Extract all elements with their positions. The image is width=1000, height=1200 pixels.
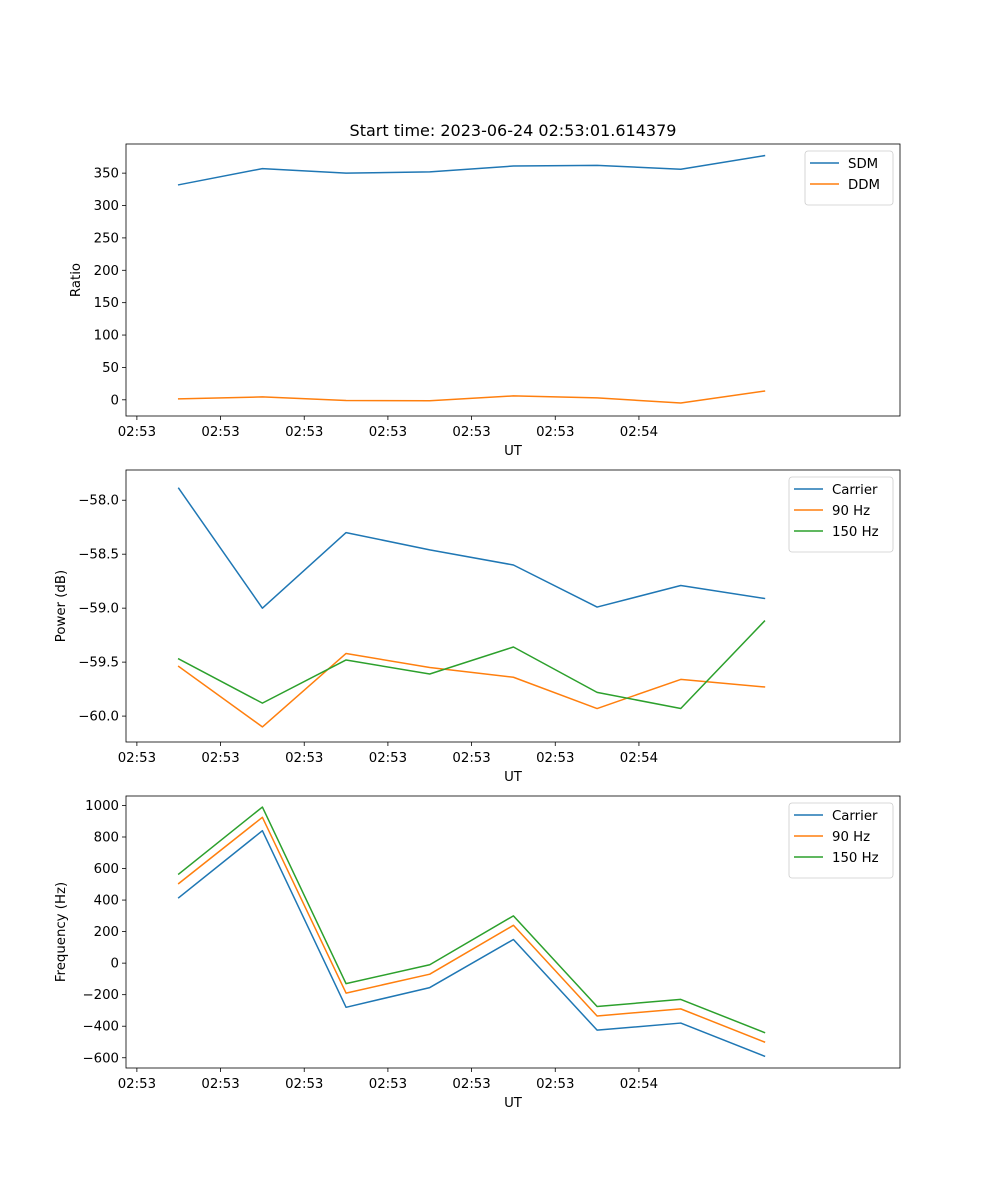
x-tick-label: 02:53 (452, 425, 490, 440)
x-axis-label: UT (504, 444, 523, 459)
y-tick-label: 250 (94, 231, 119, 246)
legend-box (788, 802, 894, 879)
y-tick-label: 50 (102, 361, 119, 376)
y-tick-label: −58.5 (78, 548, 119, 563)
x-tick-label: 02:53 (536, 425, 574, 440)
legend-box (804, 150, 894, 206)
x-tick-label: 02:53 (452, 1077, 490, 1092)
x-tick-label: 02:53 (369, 1077, 407, 1092)
x-tick-label: 02:53 (118, 1077, 156, 1092)
chart-panel-1: 02:53 02:53 02:53 02:53 02:53 02:53 02:54 0 50 10… (69, 143, 901, 459)
y-tick-label: −600 (82, 1051, 119, 1066)
y-tick-label: 0 (111, 957, 119, 972)
y-tick-label: −59.0 (78, 602, 119, 617)
y-axis-label: Frequency (Hz) (54, 882, 69, 982)
legend-label: 150 Hz (832, 525, 879, 540)
legend: SDM DDM (804, 150, 894, 206)
x-tick-label: 02:53 (369, 751, 407, 766)
x-axis-label: UT (504, 1096, 523, 1111)
series-line-2-2 (177, 652, 766, 728)
y-tick-label: 300 (94, 199, 119, 214)
legend-label: Carrier (832, 483, 878, 498)
y-tick-label: −59.5 (78, 656, 119, 671)
x-tick-label: 02:53 (369, 425, 407, 440)
panels: 02:53 02:53 02:53 02:53 02:53 02:53 02:54 0 50 10… (54, 143, 901, 1111)
x-axis-label: UT (504, 770, 523, 785)
legend-label: 90 Hz (832, 830, 870, 845)
x-tick-label: 02:53 (118, 425, 156, 440)
y-axis-label: Ratio (69, 263, 84, 297)
y-tick-label: 200 (94, 925, 119, 940)
figure-title: Start time: 2023-06-24 02:53:01.614379 (350, 121, 677, 140)
series-line-1-2 (177, 390, 766, 404)
y-tick-label: 150 (94, 296, 119, 311)
x-tick-label: 02:53 (285, 751, 323, 766)
chart-panel-3: 02:53 02:53 02:53 02:53 02:53 02:53 02:54 −600 −… (54, 795, 901, 1111)
y-tick-label: −58.0 (78, 494, 119, 509)
chart-panel-2: 02:53 02:53 02:53 02:53 02:53 02:53 02:54 −60.0… (54, 469, 901, 785)
series-line-3-1 (177, 829, 766, 1058)
y-tick-label: −400 (82, 1020, 119, 1035)
x-tick-label: 02:53 (285, 1077, 323, 1092)
y-axis-label: Power (dB) (54, 570, 69, 642)
x-tick-label: 02:53 (201, 1077, 239, 1092)
y-tick-label: 0 (111, 393, 119, 408)
legend-box (788, 476, 894, 553)
legend-label: Carrier (832, 809, 878, 824)
y-tick-label: 350 (94, 167, 119, 182)
plot-frame (125, 469, 901, 743)
plot-frame (125, 143, 901, 417)
series-line-3-2 (177, 816, 766, 1043)
x-tick-label: 02:53 (452, 751, 490, 766)
y-tick-label: −200 (82, 988, 119, 1003)
series-line-2-3 (177, 620, 766, 710)
y-tick-label: 400 (94, 894, 119, 909)
y-tick-label: 600 (94, 862, 119, 877)
y-tick-label: 200 (94, 264, 119, 279)
x-tick-label: 02:54 (620, 425, 658, 440)
series-line-2-1 (177, 487, 766, 609)
legend-label: 90 Hz (832, 504, 870, 519)
legend: Carrier 90 Hz 150 Hz (788, 802, 894, 879)
x-tick-label: 02:53 (285, 425, 323, 440)
x-tick-label: 02:54 (620, 1077, 658, 1092)
series-line-1-1 (177, 154, 766, 186)
x-tick-label: 02:53 (536, 1077, 574, 1092)
y-tick-label: 800 (94, 830, 119, 845)
legend-label: 150 Hz (832, 851, 879, 866)
x-tick-label: 02:53 (536, 751, 574, 766)
y-tick-label: 100 (94, 329, 119, 344)
legend-label: SDM (848, 157, 878, 172)
x-tick-label: 02:53 (201, 751, 239, 766)
x-tick-label: 02:53 (118, 751, 156, 766)
legend: Carrier 90 Hz 150 Hz (788, 476, 894, 553)
x-tick-label: 02:54 (620, 751, 658, 766)
x-tick-label: 02:53 (201, 425, 239, 440)
legend-label: DDM (848, 178, 880, 193)
y-tick-label: 1000 (85, 799, 119, 814)
y-tick-label: −60.0 (78, 710, 119, 725)
series-line-3-3 (177, 806, 766, 1034)
